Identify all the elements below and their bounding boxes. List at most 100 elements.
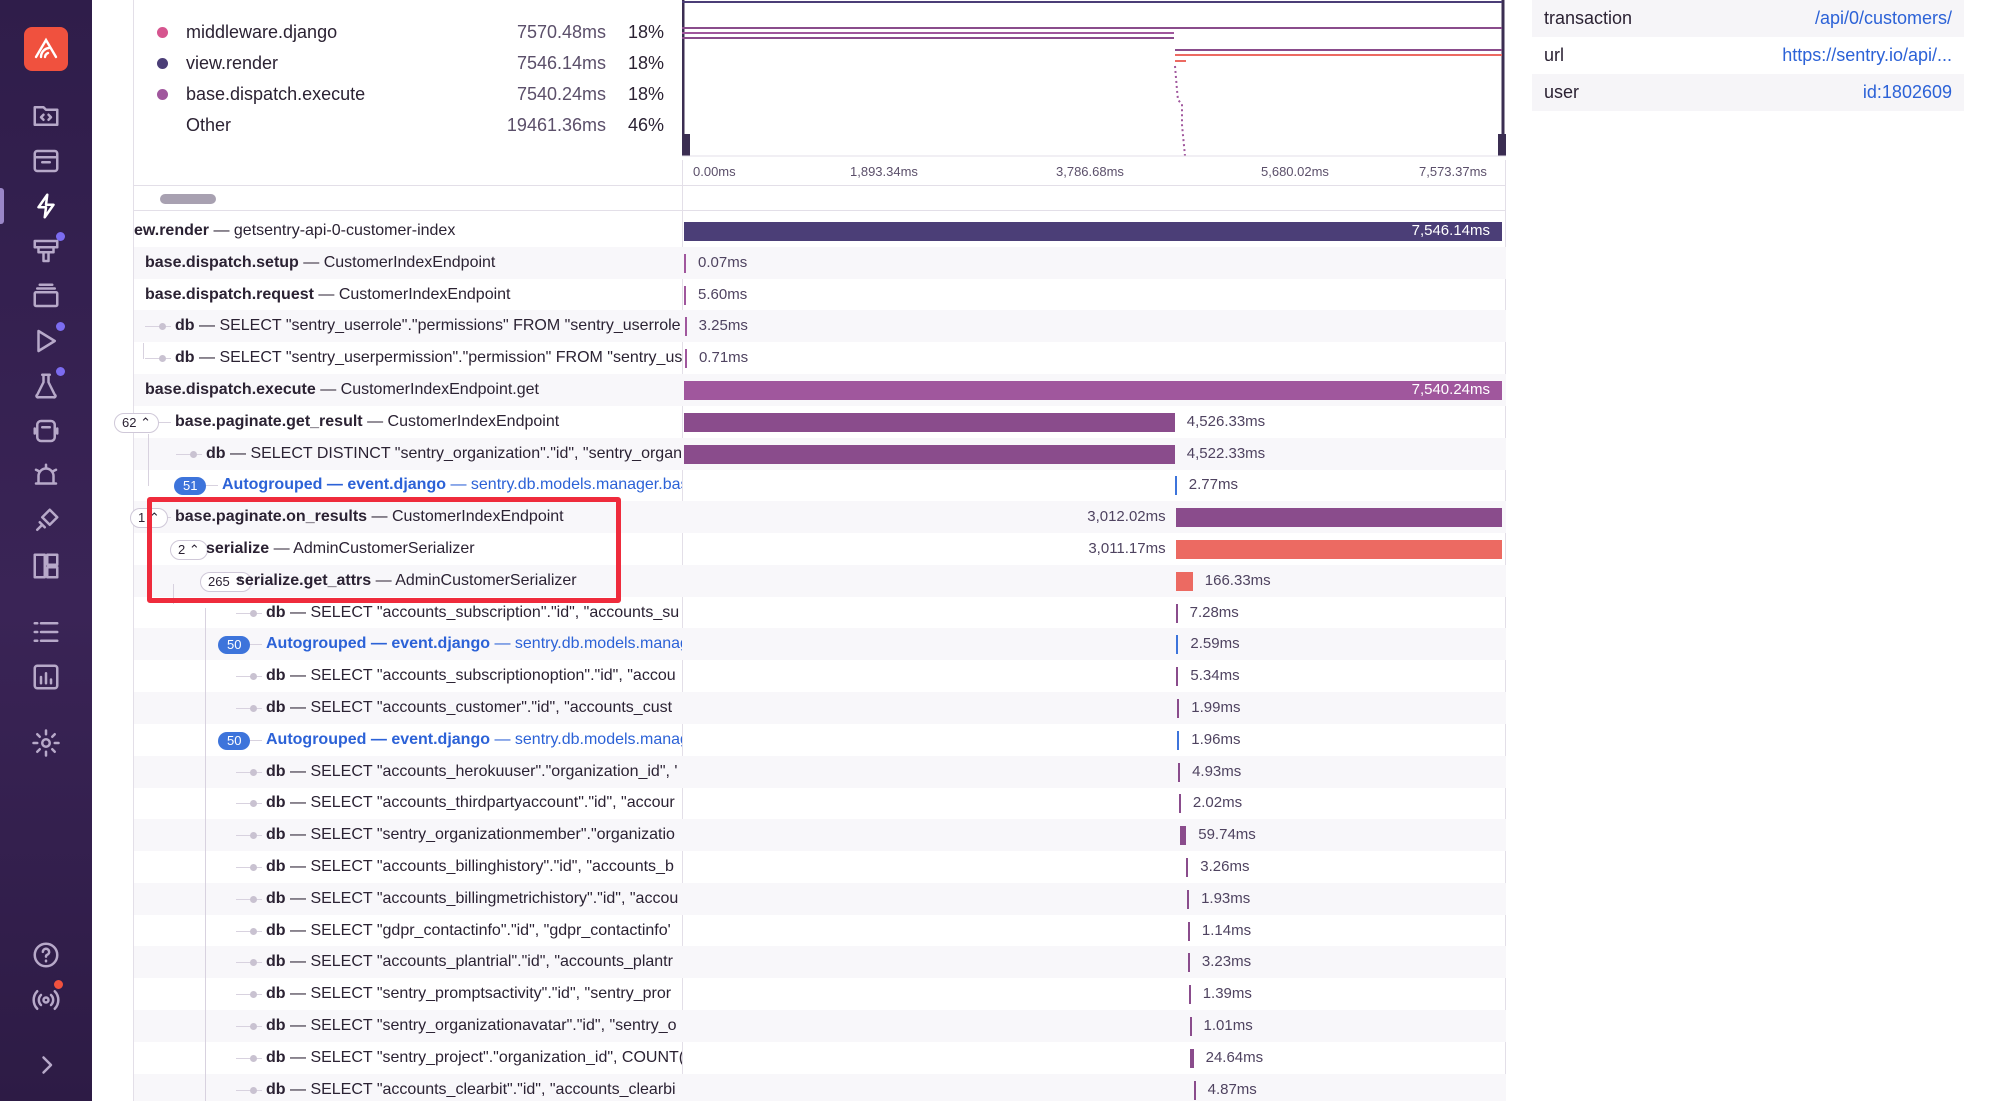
span-row[interactable]: db — SELECT "sentry_userrole"."permissio…: [134, 310, 1506, 343]
span-row[interactable]: db — SELECT "gdpr_contactinfo"."id", "gd…: [134, 915, 1506, 947]
span-duration-bar[interactable]: [684, 381, 1502, 400]
span-title[interactable]: db — SELECT "accounts_subscription"."id"…: [266, 597, 682, 629]
replays-icon[interactable]: [28, 323, 64, 359]
span-duration-bar[interactable]: [1175, 508, 1502, 528]
span-title[interactable]: db — SELECT "accounts_clearbit"."id", "a…: [266, 1074, 682, 1101]
span-duration-bar[interactable]: [684, 285, 686, 305]
span-title[interactable]: db — SELECT "sentry_project"."organizati…: [266, 1042, 682, 1074]
tag-value-link[interactable]: https://sentry.io/api/...: [1782, 45, 1952, 65]
span-row[interactable]: db — SELECT "accounts_subscription"."id"…: [134, 597, 1506, 629]
span-toggle-button[interactable]: 1 ⌃: [130, 508, 168, 529]
span-duration-bar[interactable]: [1176, 635, 1179, 655]
span-title[interactable]: base.paginate.on_results — CustomerIndex…: [175, 501, 682, 533]
inbox-icon[interactable]: [28, 143, 64, 179]
autogroup-span-title[interactable]: Autogrouped — event.django — sentry.db.m…: [266, 724, 682, 756]
span-title[interactable]: db — SELECT "sentry_userrole"."permissio…: [175, 310, 682, 342]
sentry-logo-icon[interactable]: [24, 27, 68, 71]
span-row[interactable]: db — SELECT "accounts_herokuuser"."organ…: [134, 755, 1506, 788]
span-duration-bar[interactable]: [1187, 953, 1190, 973]
list-icon[interactable]: [28, 614, 64, 650]
span-row[interactable]: db — SELECT "accounts_billingmetrichisto…: [134, 882, 1506, 915]
span-title[interactable]: base.dispatch.request — CustomerIndexEnd…: [145, 279, 682, 311]
span-title[interactable]: db — SELECT "accounts_billingmetrichisto…: [266, 883, 682, 915]
autogroup-span-title[interactable]: Autogrouped — event.django — sentry.db.m…: [222, 469, 682, 501]
span-duration-bar[interactable]: [1174, 476, 1177, 496]
waterfall-divider[interactable]: [682, 0, 683, 1101]
span-row[interactable]: db — SELECT "accounts_billinghistory"."i…: [134, 851, 1506, 883]
crons-icon[interactable]: [28, 413, 64, 449]
span-duration-bar[interactable]: [1177, 730, 1180, 750]
span-title[interactable]: db — SELECT DISTINCT "sentry_organizatio…: [206, 438, 682, 470]
broadcast-icon[interactable]: [28, 982, 64, 1018]
span-duration-bar[interactable]: [1175, 571, 1193, 591]
alerts-icon[interactable]: [28, 458, 64, 494]
span-title[interactable]: db — SELECT "accounts_billinghistory"."i…: [266, 851, 682, 883]
autogroup-count-badge[interactable]: 51: [174, 477, 207, 496]
span-duration-bar[interactable]: [1179, 826, 1187, 846]
span-duration-bar[interactable]: [1178, 762, 1181, 782]
span-title[interactable]: db — SELECT "sentry_promptsactivity"."id…: [266, 978, 682, 1010]
autogroup-count-badge[interactable]: 50: [218, 636, 251, 655]
span-row[interactable]: db — SELECT "sentry_organizationmember".…: [134, 819, 1506, 852]
span-duration-bar[interactable]: [1187, 921, 1190, 941]
span-row[interactable]: db — SELECT "accounts_customer"."id", "a…: [134, 692, 1506, 724]
span-row[interactable]: db — SELECT "accounts_plantrial"."id", "…: [134, 946, 1506, 979]
span-row[interactable]: db — SELECT DISTINCT "sentry_organizatio…: [134, 437, 1506, 470]
span-duration-bar[interactable]: [1190, 1048, 1194, 1068]
span-row[interactable]: 1 ⌃ base.paginate.on_results — CustomerIn…: [130, 501, 1506, 534]
span-duration-bar[interactable]: [1186, 858, 1189, 877]
span-row[interactable]: ew.render — getsentry-api-0-customer-ind…: [134, 215, 1506, 247]
span-duration-bar[interactable]: [1178, 794, 1181, 814]
span-title[interactable]: db — SELECT "accounts_plantrial"."id", "…: [266, 946, 682, 978]
span-row[interactable]: 265 ⌃ serialize.get_attrs — AdminCustomer…: [134, 564, 1506, 597]
span-row[interactable]: db — SELECT "sentry_promptsactivity"."id…: [134, 978, 1506, 1010]
span-row[interactable]: db — SELECT "sentry_userpermission"."per…: [134, 342, 1506, 374]
span-row[interactable]: 50 Autogrouped — event.django — sentry.db…: [134, 628, 1506, 661]
span-title[interactable]: ew.render — getsentry-api-0-customer-ind…: [134, 215, 682, 247]
code-icon[interactable]: [28, 98, 64, 134]
span-title[interactable]: db — SELECT "sentry_organizationavatar".…: [266, 1010, 682, 1042]
span-row[interactable]: db — SELECT "sentry_organizationavatar".…: [134, 1010, 1506, 1042]
span-duration-bar[interactable]: [1187, 889, 1190, 909]
span-duration-bar[interactable]: [1175, 540, 1502, 559]
autogroup-span-title[interactable]: Autogrouped — event.django — sentry.db.m…: [266, 628, 682, 660]
stats-icon[interactable]: [28, 659, 64, 695]
span-duration-bar[interactable]: [1193, 1080, 1196, 1100]
span-title[interactable]: serialize.get_attrs — AdminCustomerSeria…: [236, 565, 682, 597]
releases-icon[interactable]: [28, 503, 64, 539]
span-duration-bar[interactable]: [1175, 603, 1178, 623]
flask-icon[interactable]: [28, 368, 64, 404]
span-row[interactable]: db — SELECT "accounts_subscriptionoption…: [134, 660, 1506, 692]
span-duration-bar[interactable]: [1188, 985, 1191, 1005]
span-title[interactable]: db — SELECT "gdpr_contactinfo"."id", "gd…: [266, 915, 682, 947]
span-title[interactable]: db — SELECT "accounts_thirdpartyaccount"…: [266, 787, 682, 819]
span-title[interactable]: base.dispatch.setup — CustomerIndexEndpo…: [145, 247, 682, 279]
tag-value-link[interactable]: id:1802609: [1862, 82, 1952, 102]
tag-value-link[interactable]: /api/0/customers/: [1814, 8, 1952, 28]
span-title[interactable]: db — SELECT "accounts_subscriptionoption…: [266, 660, 682, 692]
span-toggle-button[interactable]: 62 ⌃: [114, 412, 159, 433]
span-row[interactable]: base.dispatch.request — CustomerIndexEnd…: [134, 279, 1506, 311]
span-title[interactable]: db — SELECT "sentry_userpermission"."per…: [175, 342, 682, 374]
settings-icon[interactable]: [28, 725, 64, 761]
span-duration-bar[interactable]: [684, 412, 1175, 432]
layout-icon[interactable]: [28, 548, 64, 584]
autogroup-count-badge[interactable]: 50: [218, 731, 251, 750]
span-title[interactable]: serialize — AdminCustomerSerializer: [206, 533, 682, 565]
stack-icon[interactable]: [28, 278, 64, 314]
performance-icon[interactable]: [28, 188, 64, 224]
span-row[interactable]: 2 ⌃ serialize — AdminCustomerSerializer 3,…: [134, 533, 1506, 565]
horizontal-scrollbar[interactable]: [160, 194, 216, 204]
collapse-sidebar-icon[interactable]: [28, 1047, 64, 1083]
span-duration-bar[interactable]: [1189, 1017, 1192, 1036]
minimap[interactable]: [682, 0, 1506, 160]
span-row[interactable]: 50 Autogrouped — event.django — sentry.db…: [134, 724, 1506, 756]
span-row[interactable]: base.dispatch.setup — CustomerIndexEndpo…: [134, 246, 1506, 279]
span-row[interactable]: db — SELECT "sentry_project"."organizati…: [134, 1042, 1506, 1074]
span-title[interactable]: db — SELECT "accounts_herokuuser"."organ…: [266, 756, 682, 788]
help-icon[interactable]: [28, 937, 64, 973]
span-duration-bar[interactable]: [684, 317, 687, 337]
span-duration-bar[interactable]: [684, 349, 687, 369]
span-toggle-button[interactable]: 2 ⌃: [170, 540, 208, 560]
span-row[interactable]: 62 ⌃ base.paginate.get_result — CustomerI…: [114, 406, 1506, 438]
